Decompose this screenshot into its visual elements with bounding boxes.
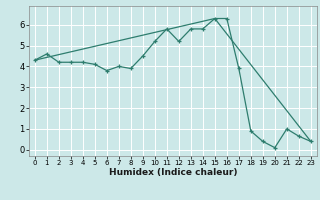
X-axis label: Humidex (Indice chaleur): Humidex (Indice chaleur): [108, 168, 237, 177]
